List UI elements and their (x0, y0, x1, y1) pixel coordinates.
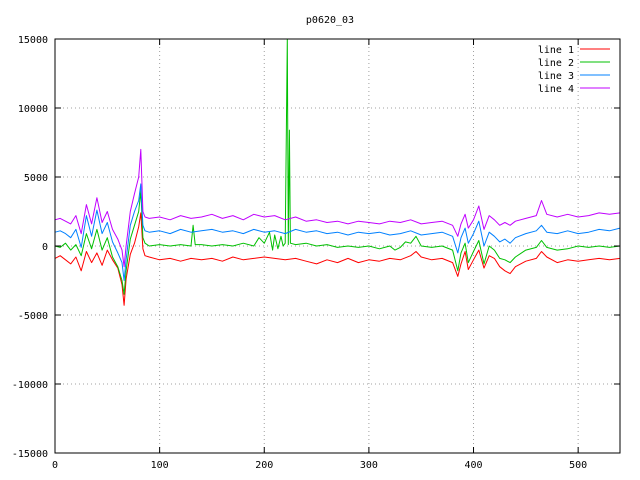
y-tick-label: 15000 (18, 35, 48, 46)
series-line-3 (54, 183, 621, 281)
chart-title: p0620_03 (306, 15, 354, 26)
y-tick-label: -15000 (12, 449, 48, 460)
series-group (54, 38, 621, 306)
legend-label-2: line 2 (538, 58, 574, 69)
legend-label-1: line 1 (538, 45, 574, 56)
x-tick-label: 100 (151, 460, 169, 471)
grid (55, 39, 620, 453)
x-tick-label: 400 (464, 460, 482, 471)
y-tick-label: 5000 (24, 173, 48, 184)
x-tick-label: 500 (569, 460, 587, 471)
legend-label-3: line 3 (538, 71, 574, 82)
series-line-1 (54, 212, 621, 306)
ticks: 0 100 200 300 400 500 15000 10000 5000 0 -5000 -100… (12, 35, 620, 471)
legend: line 1 line 2 line 3 line 4 (538, 45, 610, 95)
series-line-4 (54, 148, 621, 268)
series-line-2 (54, 38, 621, 295)
x-tick-label: 0 (52, 460, 58, 471)
y-tick-label: 0 (42, 242, 48, 253)
y-tick-label: -5000 (18, 311, 48, 322)
legend-label-4: line 4 (538, 84, 574, 95)
y-tick-label: -10000 (12, 380, 48, 391)
y-tick-label: 10000 (18, 104, 48, 115)
x-tick-label: 300 (360, 460, 378, 471)
x-tick-label: 200 (255, 460, 273, 471)
